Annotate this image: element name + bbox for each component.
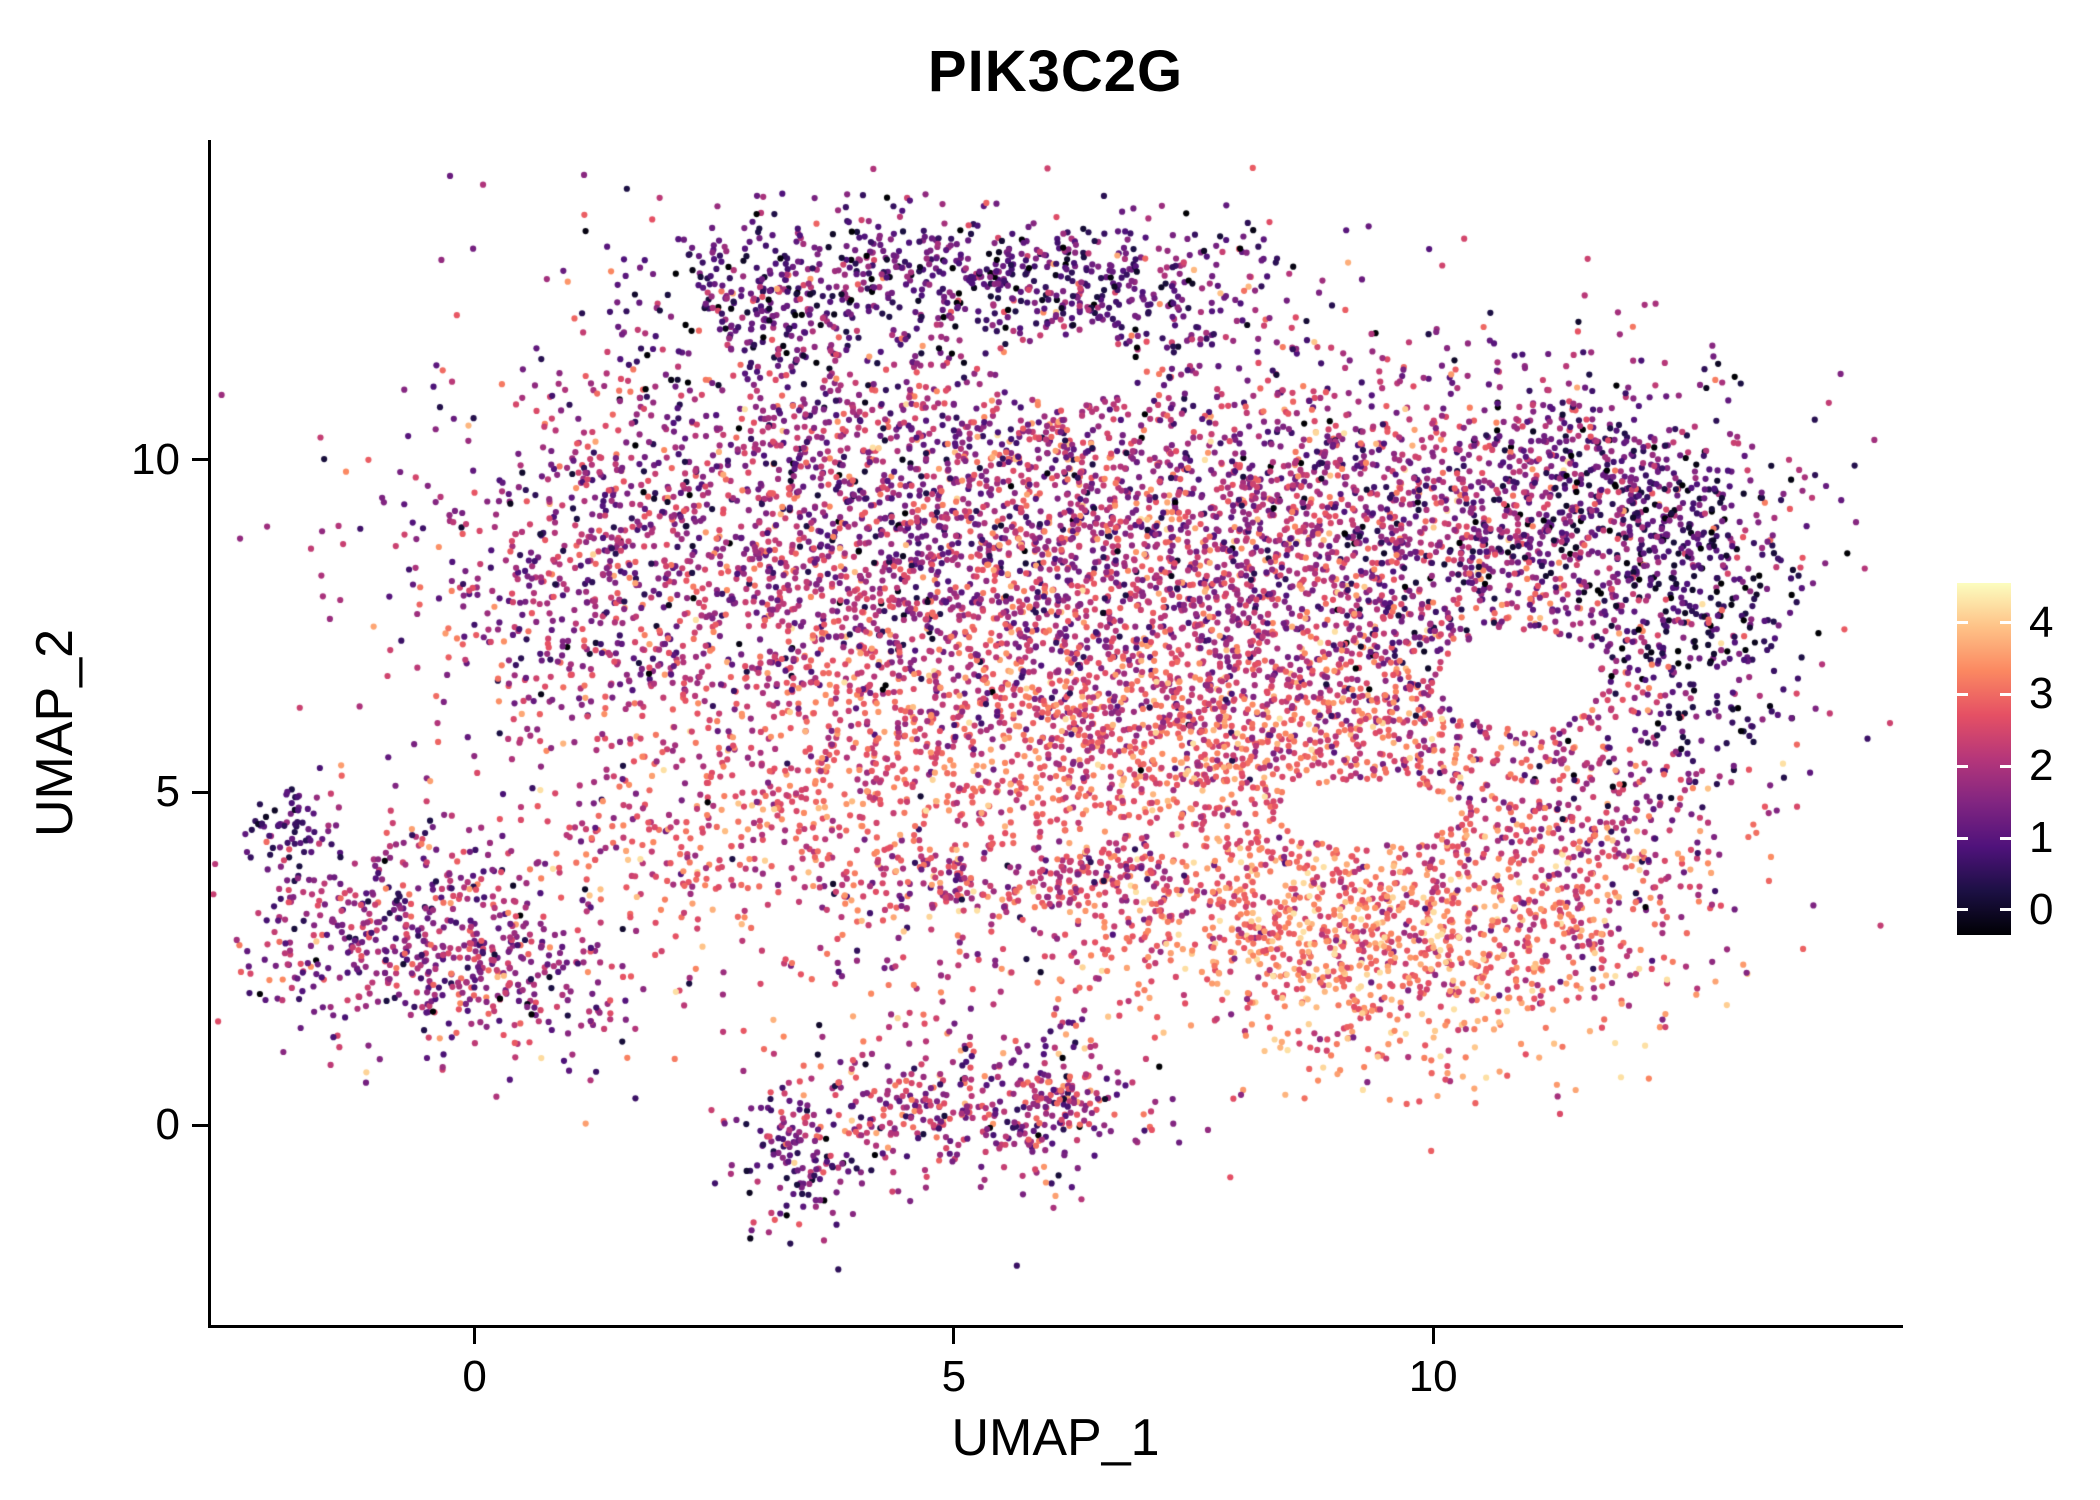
x-tick-mark (473, 1328, 477, 1344)
legend-tick-notch (1957, 692, 1968, 696)
y-tick-label: 5 (155, 767, 180, 817)
x-axis-label: UMAP_1 (951, 1409, 1160, 1467)
chart-title: PIK3C2G (927, 39, 1184, 104)
y-tick-mark (192, 458, 208, 462)
scatter-canvas (211, 140, 1900, 1325)
legend-tick-notch (2000, 692, 2011, 696)
y-tick-mark (192, 1123, 208, 1127)
y-axis-label: UMAP_2 (26, 628, 84, 838)
legend-tick-label: 0 (2029, 884, 2054, 934)
legend-tick-label: 4 (2029, 597, 2054, 647)
x-axis-line (208, 1325, 1903, 1328)
x-tick-label: 10 (1408, 1352, 1458, 1401)
legend-tick-notch (1957, 908, 1968, 912)
x-tick-mark (952, 1328, 956, 1344)
legend-tick-notch (2000, 908, 2011, 912)
color-legend: 4 3 2 1 0 (1957, 583, 2100, 935)
legend-tick-label: 3 (2029, 669, 2054, 719)
legend-labels: 4 3 2 1 0 (1957, 583, 2100, 935)
y-axis-line (208, 140, 211, 1328)
x-tick-label: 5 (941, 1352, 967, 1401)
legend-tick-notch (2000, 621, 2011, 624)
y-tick-label: 10 (131, 434, 180, 484)
legend-tick-label: 1 (2029, 813, 2054, 863)
colorbar-gradient (1957, 583, 2011, 935)
legend-tick-notch (1957, 764, 1968, 768)
x-tick-label: 0 (462, 1352, 487, 1401)
x-tick-mark (1431, 1328, 1435, 1344)
legend-tick-notch (1957, 621, 1968, 624)
legend-tick-notch (2000, 836, 2011, 840)
y-tick-mark (192, 790, 208, 794)
legend-tick-notch (1957, 836, 1968, 840)
legend-tick-notch (2000, 764, 2011, 768)
legend-tick-label: 2 (2029, 741, 2054, 791)
y-tick-label: 0 (155, 1100, 180, 1150)
